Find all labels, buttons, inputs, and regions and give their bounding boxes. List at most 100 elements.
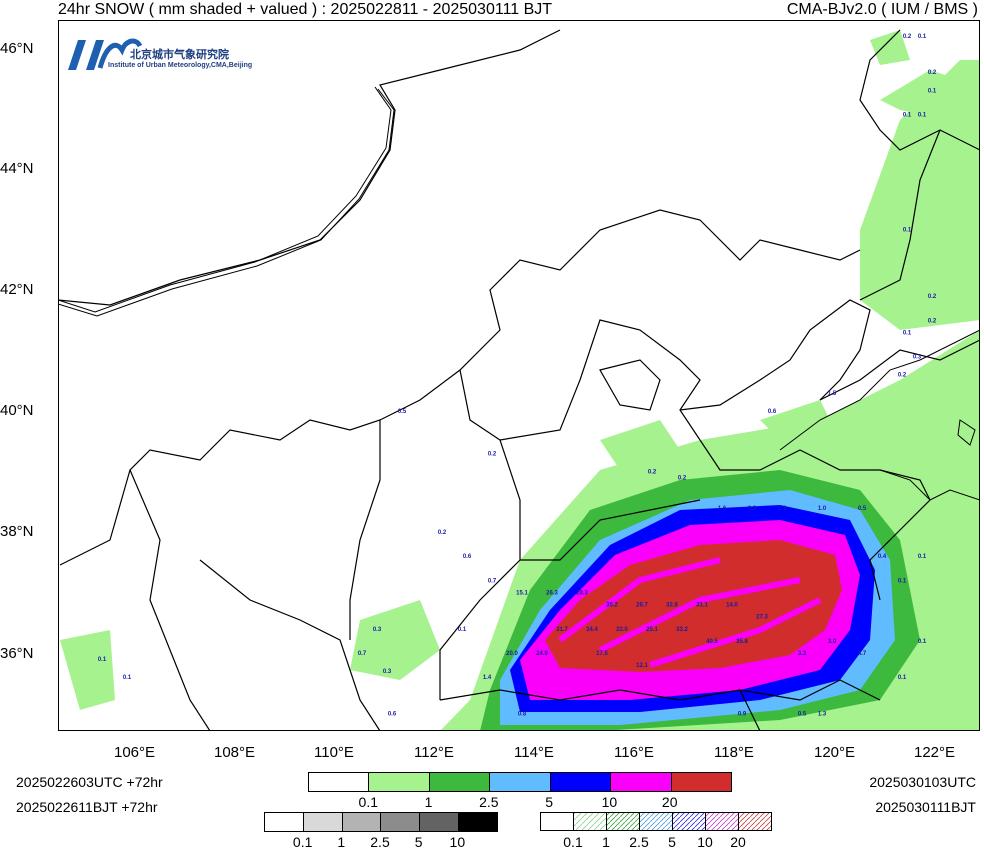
colorbar-tick-label: 20 [730, 834, 746, 850]
colorbar-tick-label: 5 [668, 834, 676, 850]
snow-value: 26.7 [636, 603, 648, 609]
colorbar-segment [429, 773, 491, 791]
lat-label-38: 38°N [0, 523, 34, 540]
snow-value: 25.1 [646, 627, 658, 633]
lon-label-112: 112°E [414, 744, 454, 761]
national-border [58, 86, 395, 317]
snow-value: 0.2 [928, 294, 937, 300]
snow-value: 0.1 [903, 228, 912, 234]
snow-value: 32.8 [666, 603, 678, 609]
snow-value: 1.4 [483, 675, 492, 681]
colorbar-tick-label: 1 [337, 834, 346, 850]
snow-value: 0.1 [123, 675, 132, 681]
snow-value: 0.6 [768, 409, 777, 415]
ium-logo: 北京城市气象研究院 Institute of Urban Meteorology… [64, 32, 264, 82]
snow-value: 0.1 [898, 578, 907, 584]
colorbar-tick-label: 5 [545, 794, 554, 810]
lat-label-36: 36°N [0, 645, 34, 662]
snow-value: 0.2 [903, 34, 912, 40]
colorbar-tick-label: 0.1 [563, 834, 583, 850]
snow-value: 14.0 [726, 603, 738, 609]
map-frame [58, 20, 980, 731]
model-title: CMA-BJv2.0 ( IUM / BMS ) [786, 1, 978, 18]
snow-value: 0.1 [918, 113, 927, 119]
lon-label-118: 118°E [714, 744, 754, 761]
snow-value: 1.5 [828, 391, 837, 397]
snow-value: 0.2 [438, 530, 447, 536]
colorbar-tick-label: 10 [601, 794, 618, 810]
snow-value: 0.2 [898, 373, 907, 379]
snow-value: 34.4 [586, 627, 598, 633]
colorbar-gray [264, 812, 498, 832]
colorbar-segment [265, 813, 304, 831]
colorbar-segment [459, 813, 497, 831]
snow-value: 0.1 [918, 34, 927, 40]
snow-value: 3.3 [798, 651, 807, 657]
snow-value: 0.5 [798, 712, 807, 718]
snow-value: 35.2 [606, 603, 618, 609]
snow-value: 0.9 [738, 712, 747, 718]
lat-label-42: 42°N [0, 281, 34, 298]
colorbar-segment [309, 773, 370, 791]
logo-name-cn: 北京城市气象研究院 [130, 49, 229, 61]
init-time-bjt: 2025022611BJT +72hr [16, 799, 158, 815]
snow-value: 20.3 [576, 591, 588, 597]
lon-label-114: 114°E [514, 744, 554, 761]
snow-value: 31.7 [556, 627, 568, 633]
lon-label-108: 108°E [214, 744, 256, 761]
snow-value: 3.2 [748, 506, 757, 512]
lon-label-106: 106°E [114, 744, 156, 761]
snow-value: 0.5 [398, 409, 407, 415]
logo-name-en: Institute of Urban Meteorology,CMA,Beiji… [108, 62, 253, 69]
snow-value: 0.1 [98, 657, 107, 663]
snow-value: 0.3 [383, 669, 392, 675]
snow-value: 35.8 [736, 639, 748, 645]
colorbar-segment [611, 773, 672, 791]
snow-value-labels: 0.2 0.1 0.2 0.1 0.1 0.1 0.1 0.2 0.2 0.1 0.3 0.2 1.5 0… [98, 34, 937, 718]
colorbar-main [308, 772, 732, 792]
snow-value: 33.2 [676, 627, 688, 633]
snow-value: 17.5 [596, 651, 608, 657]
colorbar-tick-label: 2.5 [370, 834, 390, 850]
colorbar-segment [381, 813, 421, 831]
snow-streaks [558, 557, 822, 668]
colorbar-tick-label: 2.5 [629, 834, 649, 850]
map-title: 24hr SNOW ( mm shaded + valued ) : 20250… [58, 1, 553, 18]
snow-value: 15.1 [516, 591, 528, 597]
snow-value: 1.6 [718, 506, 727, 512]
snow-value: 0.7 [488, 578, 497, 584]
snow-value: 3.0 [828, 639, 837, 645]
lon-label-110: 110°E [314, 744, 354, 761]
snow-value: 27.3 [756, 615, 768, 621]
snow-value: 0.2 [488, 451, 497, 457]
colorbar-tick-label: 2.5 [479, 794, 499, 810]
colorbar-tick-label: 1 [424, 794, 433, 810]
snow-value: 0.1 [928, 88, 937, 94]
lon-label-120: 120°E [814, 744, 856, 761]
snow-value: 1.3 [818, 712, 827, 718]
snow-value: 0.7 [358, 651, 367, 657]
snow-value: 0.1 [903, 113, 912, 119]
snow-value: 20.0 [506, 651, 518, 657]
snow-value: 22.0 [616, 627, 628, 633]
snow-value: 0.2 [928, 70, 937, 76]
snow-value: 1.0 [818, 506, 827, 512]
snow-value: 0.6 [463, 554, 472, 560]
snow-value: 31.1 [696, 603, 708, 609]
snow-value: 26.3 [546, 591, 558, 597]
province-boundaries [58, 29, 980, 731]
colorbar-segment [303, 813, 343, 831]
colorbar-tick-label: 1 [602, 834, 610, 850]
colorbar-tick-label: 5 [414, 834, 423, 850]
map-panel: 0.2 0.1 0.2 0.1 0.1 0.1 0.1 0.2 0.2 0.1 0.3 0.2 1.5 0… [58, 20, 980, 731]
colorbar-tick-label: 20 [661, 794, 678, 810]
snow-value: 0.8 [518, 712, 527, 718]
snow-value: 24.9 [536, 651, 548, 657]
colorbar-segment [342, 813, 382, 831]
snow-value: 12.1 [636, 663, 648, 669]
lon-label-122: 122°E [914, 744, 956, 761]
snow-value: 0.5 [858, 506, 867, 512]
valid-time-bjt: 2025030111BJT [875, 799, 976, 815]
colorbar-hatch [540, 812, 772, 831]
snow-value: 0.1 [918, 639, 927, 645]
